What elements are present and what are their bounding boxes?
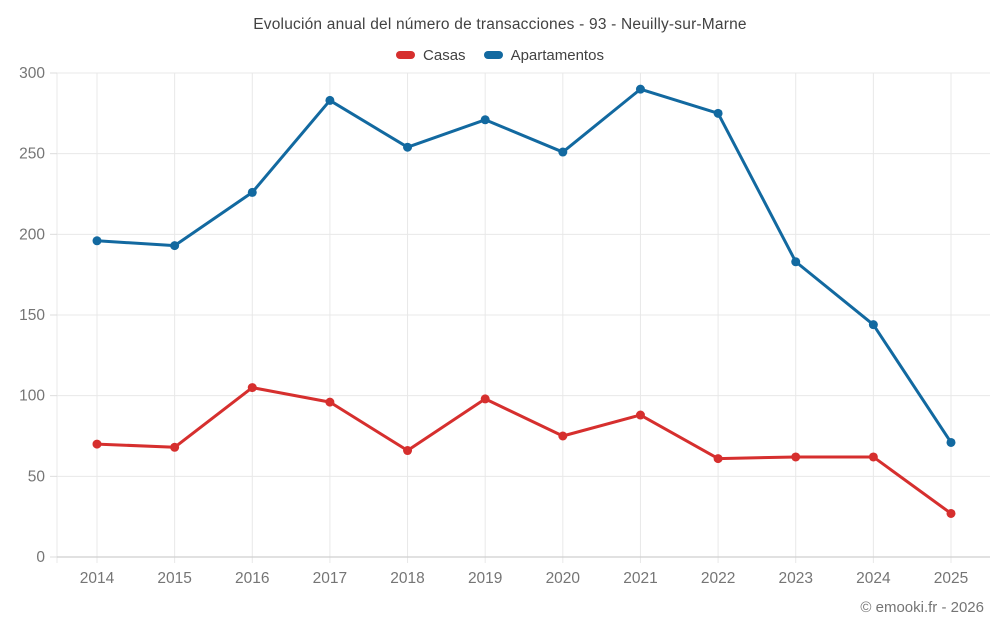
y-axis-label: 200 — [19, 226, 45, 243]
series-line-apartamentos — [95, 87, 953, 444]
copyright-text: © emooki.fr - 2026 — [860, 599, 984, 616]
series-line-casas — [95, 386, 953, 515]
data-point-apartamentos-2024[interactable] — [868, 320, 878, 330]
legend-item-casas[interactable]: Casas — [396, 47, 466, 64]
x-axis-label: 2025 — [934, 570, 968, 587]
data-point-casas-2025[interactable] — [946, 508, 956, 518]
data-point-casas-2023[interactable] — [791, 452, 801, 462]
x-axis-label: 2018 — [390, 570, 424, 587]
apartamentos-legend-label: Apartamentos — [510, 46, 604, 64]
data-point-casas-2015[interactable] — [170, 442, 180, 452]
data-point-casas-2021[interactable] — [635, 410, 645, 420]
y-axis-label: 50 — [28, 468, 46, 485]
data-point-apartamentos-2016[interactable] — [247, 187, 257, 197]
x-axis-label: 2019 — [468, 570, 502, 587]
data-point-apartamentos-2015[interactable] — [170, 241, 180, 251]
x-axis-label: 2015 — [157, 570, 191, 587]
data-point-casas-2019[interactable] — [480, 394, 490, 404]
apartamentos-legend-swatch-icon — [483, 51, 503, 59]
data-point-casas-2017[interactable] — [325, 397, 335, 407]
chart-legend: Casas Apartamentos — [0, 44, 1000, 66]
x-axis-label: 2014 — [80, 570, 115, 587]
y-axis-label: 100 — [19, 388, 45, 405]
x-axis-label: 2021 — [623, 570, 657, 587]
data-point-casas-2022[interactable] — [713, 454, 723, 464]
y-axis-label: 300 — [19, 65, 45, 82]
data-point-apartamentos-2020[interactable] — [558, 147, 568, 157]
x-axis-label: 2023 — [778, 570, 812, 587]
data-point-apartamentos-2017[interactable] — [325, 95, 335, 105]
data-point-apartamentos-2019[interactable] — [480, 115, 490, 125]
data-point-casas-2014[interactable] — [92, 439, 102, 449]
casas-legend-label: Casas — [423, 46, 466, 64]
y-axis-label: 0 — [36, 549, 45, 566]
legend-item-apartamentos[interactable]: Apartamentos — [483, 46, 604, 64]
data-point-apartamentos-2022[interactable] — [713, 108, 723, 118]
data-point-apartamentos-2018[interactable] — [403, 142, 413, 152]
x-axis-label: 2016 — [235, 570, 269, 587]
data-point-casas-2018[interactable] — [403, 446, 413, 456]
data-point-apartamentos-2023[interactable] — [791, 257, 801, 267]
x-axis-label: 2022 — [701, 570, 735, 587]
x-axis-label: 2017 — [313, 570, 347, 587]
y-axis-label: 250 — [19, 146, 45, 163]
x-axis-label: 2020 — [546, 570, 581, 587]
chart-title: Evolución anual del número de transaccio… — [253, 16, 747, 33]
data-point-casas-2016[interactable] — [247, 383, 257, 393]
data-point-casas-2024[interactable] — [868, 452, 878, 462]
y-axis-label: 150 — [19, 307, 45, 324]
data-point-apartamentos-2021[interactable] — [635, 84, 645, 94]
data-point-apartamentos-2014[interactable] — [92, 236, 102, 246]
data-point-casas-2020[interactable] — [558, 431, 568, 441]
data-point-apartamentos-2025[interactable] — [946, 437, 956, 447]
casas-legend-swatch-icon — [396, 51, 416, 59]
x-axis-label: 2024 — [856, 570, 891, 587]
